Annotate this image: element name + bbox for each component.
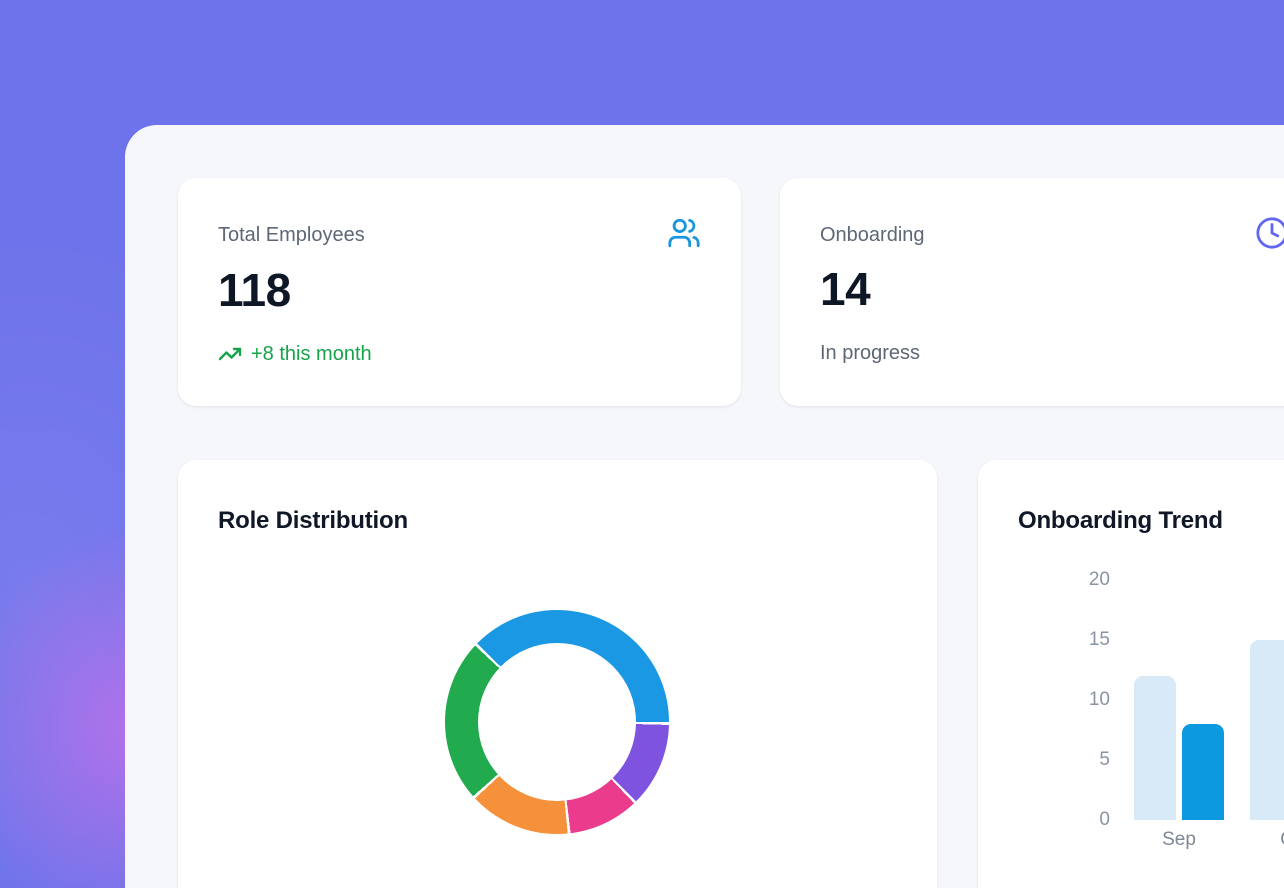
role-distribution-card: Role Distribution <box>178 460 937 888</box>
bar-light-blue-series-oct <box>1250 640 1284 820</box>
y-axis-tick-label: 20 <box>1088 569 1110 590</box>
stat-trend-text: +8 this month <box>251 343 372 365</box>
clock-icon <box>1255 216 1284 250</box>
users-icon <box>667 216 701 250</box>
content-panel: Total Employees 118 +8 this month <box>125 125 1284 888</box>
y-axis-tick-label: 10 <box>1088 689 1110 710</box>
stat-subtext: In progress <box>820 342 921 364</box>
stat-card-header: Total Employees <box>218 218 701 250</box>
y-axis-tick-label: 5 <box>1099 749 1110 770</box>
stat-trend: +8 this month <box>218 340 701 368</box>
stat-card-total-employees: Total Employees 118 +8 this month <box>178 178 741 406</box>
stat-label: Total Employees <box>218 224 365 246</box>
onboarding-trend-bar-chart: 20 15 10 5 0 Sep Oct <box>978 460 1284 888</box>
stat-value: 14 <box>820 263 871 315</box>
stat-card-onboarding: Onboarding 14 In progress <box>780 178 1284 406</box>
x-axis-category-label: Sep <box>1162 829 1196 850</box>
x-axis-category-label: Oct <box>1255 828 1284 852</box>
stat-value: 118 <box>218 264 291 316</box>
role-distribution-donut-chart <box>445 610 669 834</box>
stat-label: Onboarding <box>820 224 925 246</box>
onboarding-trend-title: Onboarding Trend <box>1018 507 1223 534</box>
bar-light-blue-series-sep <box>1134 676 1176 820</box>
stat-card-header: Onboarding <box>820 221 1284 249</box>
bar-dark-blue-series-sep <box>1182 724 1224 820</box>
onboarding-trend-card: Onboarding Trend 20 15 10 5 0 Sep Oct <box>978 460 1284 888</box>
y-axis-tick-label: 15 <box>1088 629 1110 650</box>
trending-up-icon <box>218 347 242 361</box>
y-axis-tick-label: 0 <box>1099 809 1110 830</box>
role-distribution-title: Role Distribution <box>218 507 408 534</box>
